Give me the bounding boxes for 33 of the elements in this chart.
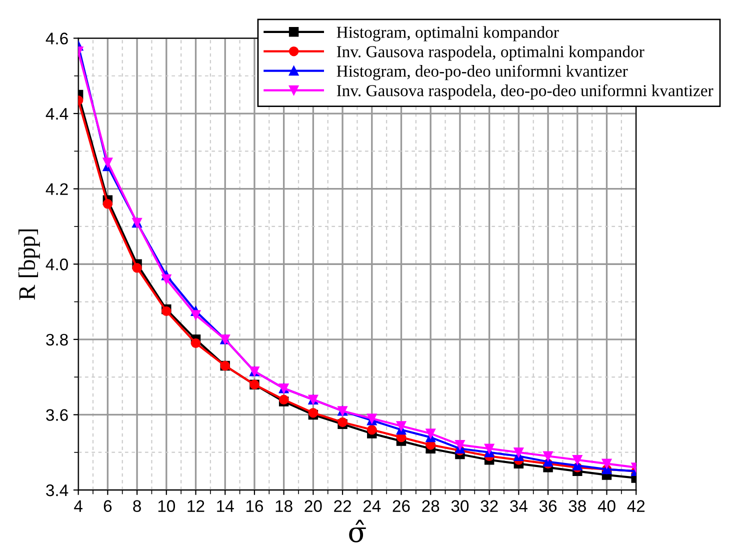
legend-label: Inv. Gausova raspodela, deo-po-deo uniformni kvantizer	[336, 84, 714, 100]
y-tick-label: 4.4	[46, 108, 68, 120]
x-tick-label: 20	[304, 500, 322, 512]
x-tick-label: 6	[104, 500, 112, 512]
x-tick-label: 16	[246, 500, 264, 512]
y-tick-label: 3.8	[46, 334, 68, 346]
legend-label: Inv. Gausova raspodela, optimalni kompandor	[336, 46, 644, 61]
x-tick-label: 34	[510, 500, 528, 512]
x-tick-label: 36	[539, 500, 557, 512]
y-axis-title: R [bpp]	[18, 229, 40, 300]
x-tick-label: 8	[133, 500, 141, 512]
y-tick-label: 4.6	[46, 32, 68, 44]
x-tick-label: 42	[627, 500, 645, 512]
x-tick-label: 14	[217, 500, 234, 512]
x-tick-label: 28	[422, 500, 440, 512]
legend-label: Histogram, deo-po-deo uniformni kvantizer	[336, 64, 628, 80]
x-tick-label: 24	[363, 500, 381, 512]
x-tick-label: 18	[276, 500, 292, 512]
y-tick-label: 4.2	[46, 183, 68, 195]
x-tick-label: 22	[334, 500, 351, 512]
x-tick-label: 26	[392, 500, 410, 512]
x-axis-title: σ̂	[349, 520, 366, 542]
y-tick-label: 3.4	[46, 484, 68, 496]
x-tick-label: 38	[568, 500, 586, 512]
x-tick-label: 32	[480, 500, 498, 512]
legend-label: Histogram, optimalni kompandor	[336, 26, 559, 42]
x-tick-label: 10	[158, 500, 176, 512]
y-tick-label: 3.6	[46, 409, 68, 421]
x-tick-label: 4	[74, 500, 82, 512]
x-tick-label: 40	[598, 500, 616, 512]
y-tick-label: 4.0	[46, 258, 68, 270]
x-tick-label: 12	[188, 500, 204, 512]
x-tick-label: 30	[451, 500, 469, 512]
